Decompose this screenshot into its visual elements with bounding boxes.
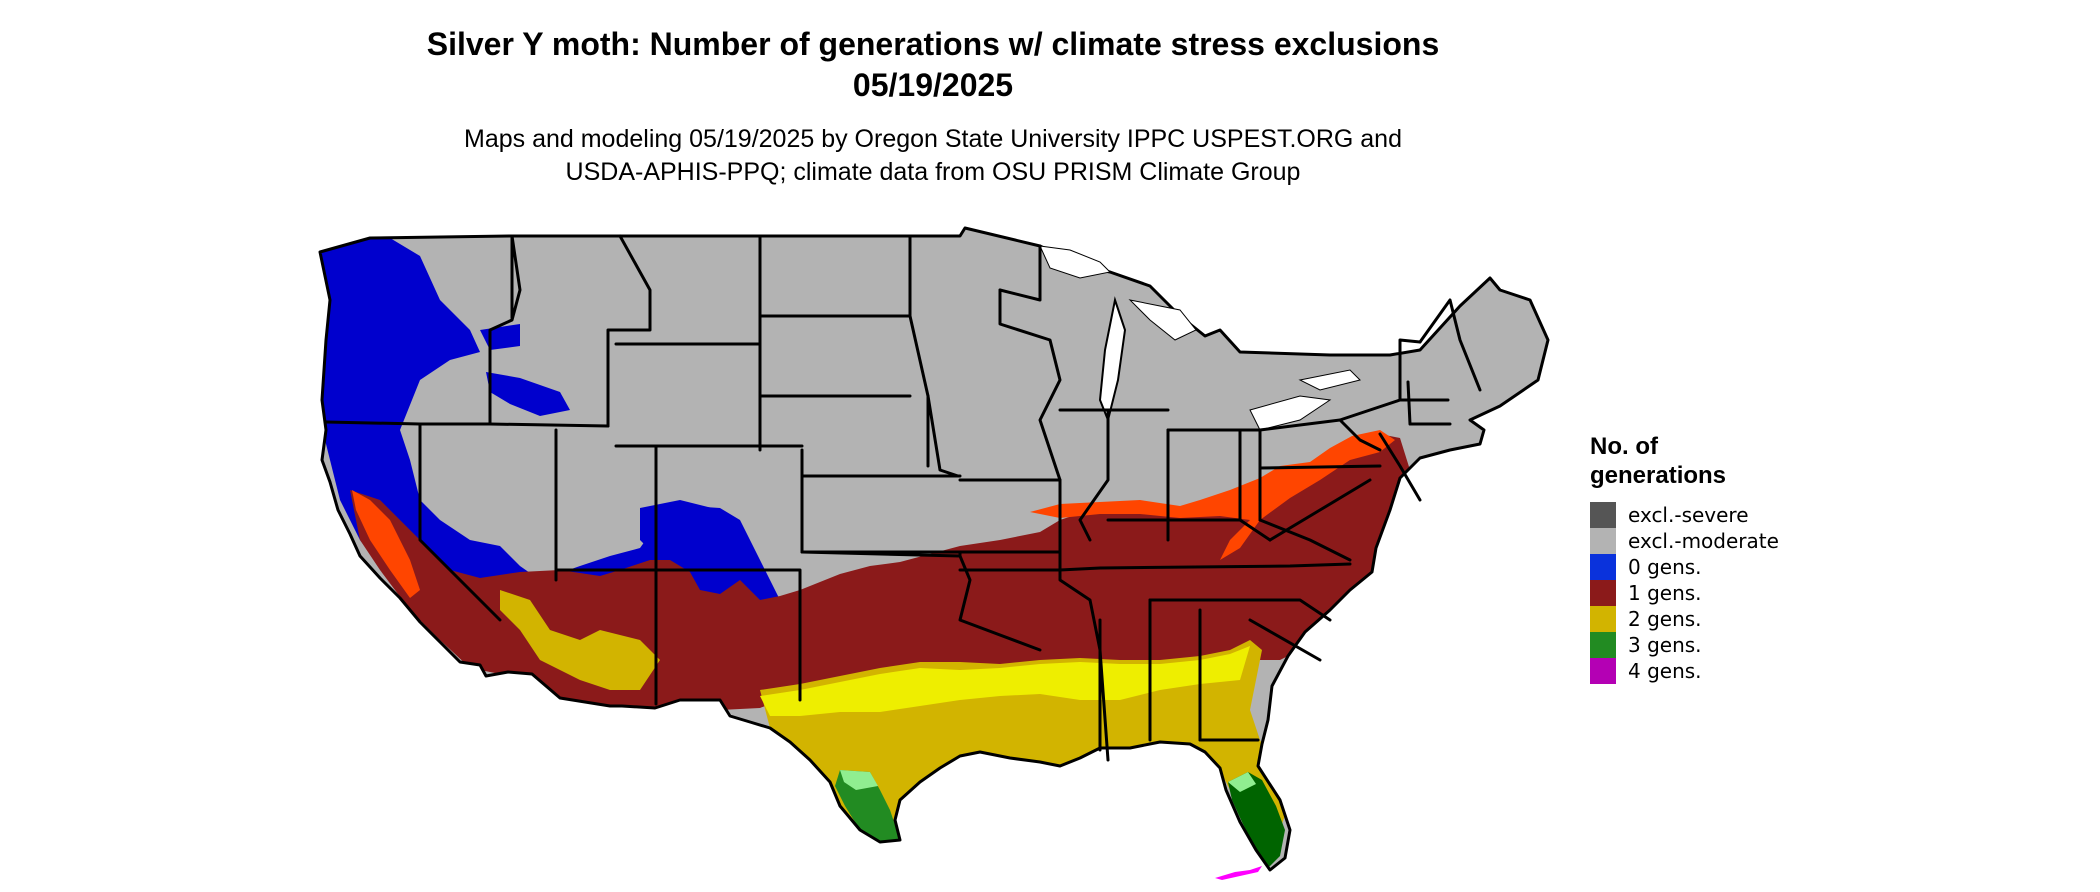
legend-label: 4 gens. [1628, 659, 1702, 683]
legend-item: 2 gens. [1590, 606, 1779, 632]
legend-swatch [1590, 658, 1616, 684]
us-generations-map [318, 226, 1550, 880]
legend-swatch [1590, 528, 1616, 554]
legend-item: 3 gens. [1590, 632, 1779, 658]
map-date: 05/19/2025 [852, 67, 1014, 103]
map-title: Silver Y moth: Number of generations w/ … [426, 26, 1440, 62]
legend-label: 1 gens. [1628, 581, 1702, 605]
legend-swatch [1590, 632, 1616, 658]
legend-item: 4 gens. [1590, 658, 1779, 684]
legend-label: 3 gens. [1628, 633, 1702, 657]
legend-label: excl.-severe [1628, 503, 1749, 527]
legend-item: 1 gens. [1590, 580, 1779, 606]
legend-label: 0 gens. [1628, 555, 1702, 579]
legend-label: excl.-moderate [1628, 529, 1779, 553]
legend-item: excl.-moderate [1590, 528, 1779, 554]
map-subtitle-line2: USDA-APHIS-PPQ; climate data from OSU PR… [565, 158, 1301, 186]
map-subtitle-line1: Maps and modeling 05/19/2025 by Oregon S… [464, 125, 1402, 153]
legend-title: No. of generations [1590, 433, 1727, 489]
legend-item: excl.-severe [1590, 502, 1779, 528]
legend-swatch [1590, 502, 1616, 528]
legend-label: 2 gens. [1628, 607, 1702, 631]
legend-swatch [1590, 554, 1616, 580]
legend-item: 0 gens. [1590, 554, 1779, 580]
legend-items: excl.-severe excl.-moderate 0 gens. 1 gens.… [1590, 502, 1779, 684]
map-legend: No. of generations excl.-severe excl.-mod… [1590, 432, 1779, 684]
legend-swatch [1590, 606, 1616, 632]
legend-swatch [1590, 580, 1616, 606]
